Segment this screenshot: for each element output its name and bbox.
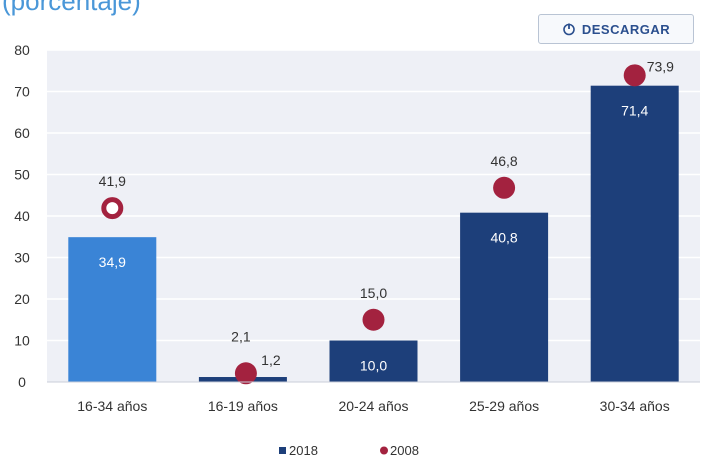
- x-tick-label: 30-34 años: [600, 398, 670, 414]
- legend-swatch-2008: [380, 446, 388, 455]
- x-tick-label: 16-34 años: [77, 398, 147, 414]
- y-tick-label: 30: [14, 250, 30, 266]
- y-tick-label: 10: [14, 333, 30, 349]
- download-label: DESCARGAR: [581, 21, 671, 37]
- y-tick-label: 40: [14, 208, 30, 224]
- marker-value-label: 41,9: [99, 173, 126, 189]
- marker-point: [362, 308, 385, 331]
- power-icon: [563, 23, 575, 36]
- bar-value-label: 71,4: [621, 103, 648, 119]
- y-tick-label: 60: [14, 125, 30, 141]
- bar-value-label: 40,8: [490, 230, 517, 246]
- bar-value-label: 1,2: [261, 352, 281, 368]
- x-tick-label: 16-19 años: [208, 398, 278, 414]
- x-tick-label: 25-29 años: [469, 398, 539, 414]
- marker-point: [493, 176, 516, 199]
- y-tick-label: 80: [14, 42, 30, 58]
- marker-point: [101, 197, 124, 220]
- legend-swatch-2018: [279, 447, 286, 454]
- bar: [329, 340, 418, 382]
- y-tick-label: 0: [18, 374, 26, 390]
- y-tick-label: 50: [14, 167, 30, 183]
- bar: [460, 212, 549, 382]
- legend-label-2008: 2008: [390, 443, 419, 458]
- marker-value-label: 73,9: [647, 58, 674, 74]
- download-button[interactable]: DESCARGAR: [538, 14, 694, 44]
- y-tick-label: 70: [14, 84, 30, 100]
- marker-value-label: 46,8: [490, 153, 517, 169]
- marker-point: [234, 362, 257, 385]
- marker-point: [623, 64, 646, 87]
- bar: [68, 237, 157, 382]
- x-tick-label: 20-24 años: [338, 398, 408, 414]
- y-tick-label: 20: [14, 291, 30, 307]
- page-title: (porcentaje): [2, 0, 141, 16]
- bar-value-label: 34,9: [99, 254, 126, 270]
- marker-value-label: 15,0: [360, 285, 387, 301]
- marker-value-label: 2,1: [231, 328, 251, 344]
- bar: [590, 85, 679, 382]
- legend-label-2018: 2018: [289, 443, 318, 458]
- bar-value-label: 10,0: [360, 358, 387, 374]
